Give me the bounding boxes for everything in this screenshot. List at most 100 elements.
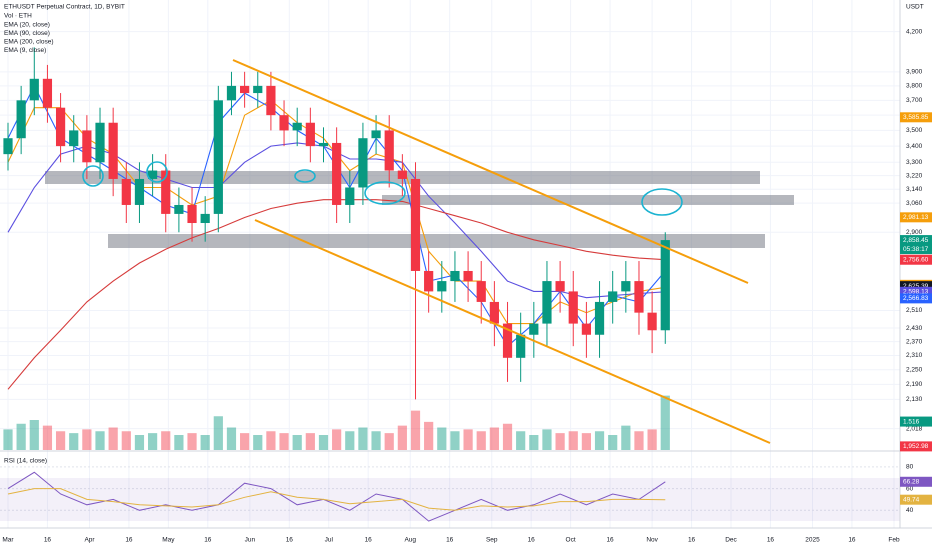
candle-body [200,213,210,224]
price-label-box [900,441,932,452]
volume-bar [187,433,197,450]
volume-bar [502,423,513,450]
candle-body [476,281,486,302]
volume-bar [397,425,407,450]
candle-body [161,170,171,214]
rsi-title: RSI (14, close) [4,458,47,465]
candle-body [69,130,79,147]
candle-body [647,312,657,331]
y-tick-label: 3,400 [906,143,923,150]
x-tick-label: 16 [365,537,373,544]
candle-body [489,301,499,324]
volume-bar [318,435,329,450]
candle-body [29,78,39,101]
volume-label: 1.516 [903,418,920,425]
price-label: 2,756.60 [903,256,929,263]
volume-bar [55,431,66,450]
candle-body [226,85,237,101]
legend-entry: EMA (200, close) [4,39,54,46]
volume-bar [410,410,421,450]
volume-bar [226,427,237,450]
volume-bar [476,431,486,450]
candle-body [332,142,342,205]
volume-bar [82,429,92,450]
circle [641,188,683,216]
y-tick-label: 3,220 [906,172,923,179]
candle-body [371,130,381,139]
x-tick-label: 16 [848,537,856,544]
zone [108,234,765,248]
rsi-value-label: 66.28 [903,478,920,485]
candle-body [410,178,421,271]
rsi-ma-label: 49.74 [903,496,920,503]
price-label-box [900,281,932,292]
legend-entry: EMA (90, close) [4,30,50,37]
volume-bar [371,431,381,450]
price-label: 2,981.13 [903,214,929,221]
candle-body [660,240,670,331]
x-tick-label: Apr [84,537,95,544]
candle-body [240,85,250,94]
y-tick-label: 3,060 [906,200,923,207]
price-label-box [900,112,932,123]
candle-body [213,100,223,214]
volume-bar [660,395,670,450]
x-tick-label: May [162,537,175,544]
rsi-line [7,471,666,522]
circle [82,165,104,187]
price-label: 3,585.85 [903,114,929,121]
x-tick-label: 16 [528,537,536,544]
currency: USDT [906,4,924,11]
y-tick-label: 2,018 [906,425,923,432]
volume-bar [147,433,158,450]
price-label-box [900,286,932,297]
candle-body [292,122,302,131]
volume-bar [266,431,276,450]
rsi-ma-label-box [900,494,932,505]
volume [3,395,670,450]
volume-bar [345,431,355,450]
y-tick-label: 3,300 [906,159,923,166]
volume-bar [450,431,460,450]
volume-bar [594,431,605,450]
volume-bar [42,425,53,450]
rsi-tick-label: 60 [906,485,914,492]
volume-bar [542,429,552,450]
candle-body [384,130,394,171]
candle-body [437,281,447,292]
price-label-box [900,293,932,304]
volume-bar [174,435,184,450]
candle-body [502,323,513,358]
price-label: 2,625.39 [903,283,929,290]
x-tick-label: 16 [446,537,454,544]
y-tick-label: 2,130 [906,396,923,403]
candle-body [187,204,197,224]
volume-bar [581,433,591,450]
rsi-pane [7,471,666,522]
volume-bar [621,425,631,450]
volume-bar [29,420,39,450]
trend-line [232,59,749,284]
volume-bar [305,433,315,450]
candle-body [82,130,92,163]
candle-body [147,170,158,179]
x-tick-label: Jul [325,537,334,544]
rsi-value-label-box [900,476,932,487]
volume-bar [95,431,105,450]
legend-entry: EMA (20, close) [4,22,50,29]
rsi-tick-label: 40 [906,507,914,514]
volume-bar [279,433,289,450]
price-label: 1,952.98 [903,443,929,450]
annotations [82,161,683,216]
candle-body [345,187,355,205]
y-tick-label: 2,190 [906,381,923,388]
candle-body [581,323,591,335]
candle-body [555,281,565,292]
y-tick-label: 3,140 [906,186,923,193]
candle-body [108,122,118,179]
volume-bar [108,427,118,450]
trend-line [254,219,771,444]
y-tick-label: 2,370 [906,338,923,345]
volume-bar [240,433,250,450]
